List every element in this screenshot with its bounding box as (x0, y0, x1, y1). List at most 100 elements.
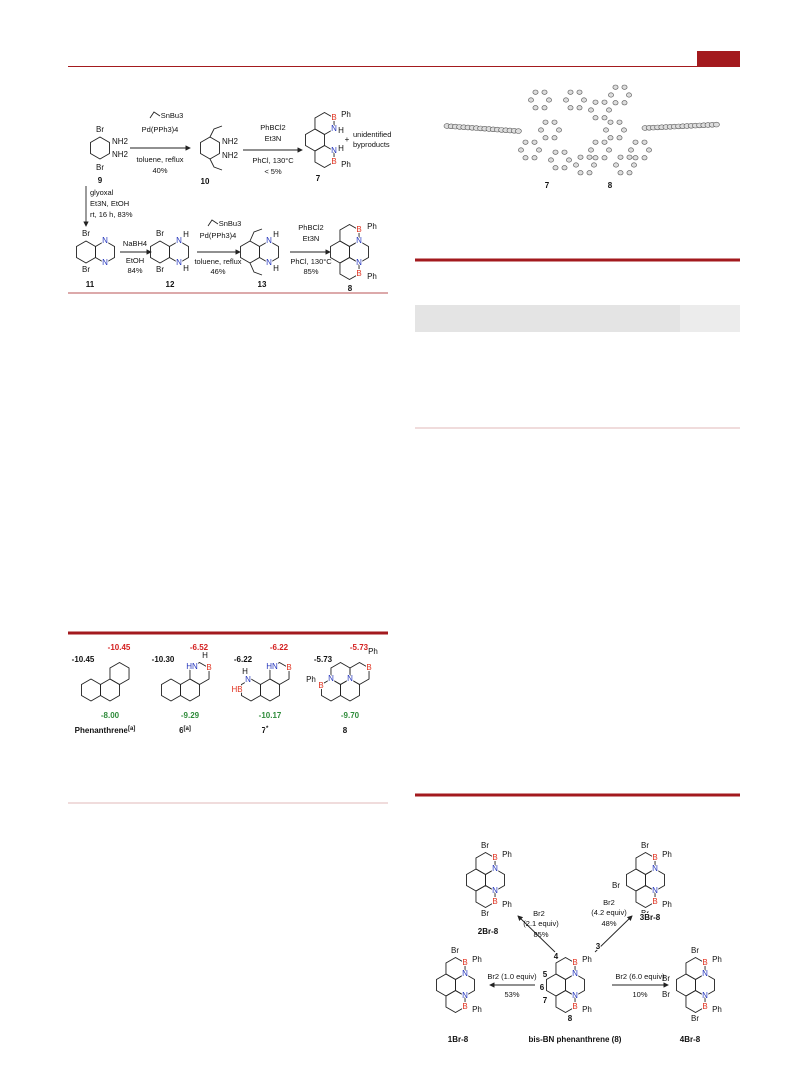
atom-label: B (652, 897, 657, 906)
atom-ellipsoid (551, 135, 558, 141)
atom-label: H (273, 264, 279, 273)
bond (209, 125, 223, 138)
atom-ellipsoid (588, 107, 594, 113)
compound-note: * (266, 726, 269, 732)
atom-label: Br (82, 265, 90, 274)
atom-label: B (331, 113, 336, 122)
ring (90, 136, 110, 160)
reagent: 84% (127, 266, 142, 275)
atom-label: N (492, 886, 498, 895)
ring (150, 240, 170, 264)
atom-label: N (702, 991, 708, 1000)
atom-label: Br (662, 974, 670, 983)
atom-label: B (572, 958, 577, 967)
reagent: EtOH (126, 256, 144, 265)
ring (189, 661, 210, 686)
atom-label: B (286, 663, 291, 672)
atom-ellipsoid (531, 155, 538, 161)
reagent: Br2 (6.0 equiv) (615, 972, 665, 981)
atom-label: Ph (582, 955, 592, 964)
compound-label: 6[a] (179, 726, 191, 736)
atom-ellipsoid (592, 99, 599, 105)
reagent: toluene, reflux (136, 155, 183, 164)
atom-ellipsoid (601, 99, 608, 105)
atom-label: Br (691, 946, 699, 955)
reagent: (4.2 equiv) (591, 908, 627, 917)
structures: Br NH2 NH2 Br 9 SnBu3 Pd(PPh3)4 toluene, reflux… (71, 84, 723, 1045)
atom-ellipsoid (551, 119, 558, 125)
ring (645, 868, 665, 892)
compound-label: 7* (262, 726, 269, 736)
compound-name: 7 (262, 726, 267, 735)
reagent: SnBu3 (161, 111, 184, 120)
reagent: byproducts (353, 140, 390, 149)
bond (209, 158, 223, 171)
atom-ellipsoid (601, 139, 608, 145)
atom-ellipsoid (528, 97, 534, 103)
atom-ellipsoid (613, 162, 619, 168)
ring (314, 144, 335, 169)
atom-label: N (266, 236, 272, 245)
atom-label: N (331, 146, 337, 155)
atom-ellipsoid (632, 155, 639, 161)
reagent: PhCl, 130°C (252, 156, 294, 165)
atom-label: Br (156, 265, 164, 274)
atom-label: Br (82, 229, 90, 238)
ring (169, 240, 189, 264)
reagent: Br2 (603, 898, 615, 907)
atom-ellipsoid (626, 170, 633, 176)
compound-label: 7 (543, 996, 548, 1005)
ring (240, 240, 260, 264)
atom-label: B (356, 269, 361, 278)
atom-ellipsoid (646, 147, 652, 153)
atom-label: Ph (472, 1005, 482, 1014)
atom-ellipsoid (577, 170, 584, 176)
ring (455, 973, 475, 997)
text: -9.29 (181, 711, 200, 720)
atom-label: Ph (472, 955, 482, 964)
ring (305, 128, 325, 152)
text: -10.45 (72, 655, 95, 664)
atom-label: Ph (502, 850, 512, 859)
table-header (415, 305, 680, 332)
atom-ellipsoid (586, 170, 593, 176)
compound-label: 8 (343, 726, 348, 735)
atom-label: Ph (367, 272, 377, 281)
atom-ellipsoid (567, 105, 574, 111)
compound-label: 5 (543, 970, 548, 979)
atom-label: N (702, 969, 708, 978)
atom-ellipsoid (612, 100, 619, 106)
atom-label: N (176, 236, 182, 245)
text: -5.73 (350, 643, 369, 652)
bond (149, 111, 161, 119)
atom-ellipsoid (621, 84, 628, 90)
atom-ellipsoid (621, 100, 628, 106)
ring (695, 973, 715, 997)
atom-ellipsoid (576, 89, 583, 95)
compound-label: 7 (316, 174, 321, 183)
atom-ellipsoid (606, 147, 612, 153)
ring (161, 678, 181, 702)
atom-label: Ph (341, 160, 351, 169)
reagent: PhCl, 130°C (290, 257, 332, 266)
reagent: 85% (533, 930, 548, 939)
atom-ellipsoid (631, 162, 637, 168)
atom-label: N (652, 886, 658, 895)
compound-label: 2Br-8 (478, 927, 499, 936)
bond (207, 219, 219, 227)
atom-label: HB (231, 685, 242, 694)
compound-label: 8 (608, 181, 613, 190)
atom-label: N (462, 991, 468, 1000)
atom-ellipsoid (538, 127, 544, 133)
atom-label: B (702, 958, 707, 967)
atom-ellipsoid (541, 89, 548, 95)
atom-label: N (462, 969, 468, 978)
ring (676, 973, 696, 997)
atom-label: Ph (367, 222, 377, 231)
reagent: Br2 (533, 909, 545, 918)
ring (314, 111, 335, 136)
ring (436, 973, 456, 997)
atom-label: Ph (368, 647, 378, 656)
atom-ellipsoid (536, 147, 542, 153)
atom-ellipsoid (606, 107, 612, 113)
